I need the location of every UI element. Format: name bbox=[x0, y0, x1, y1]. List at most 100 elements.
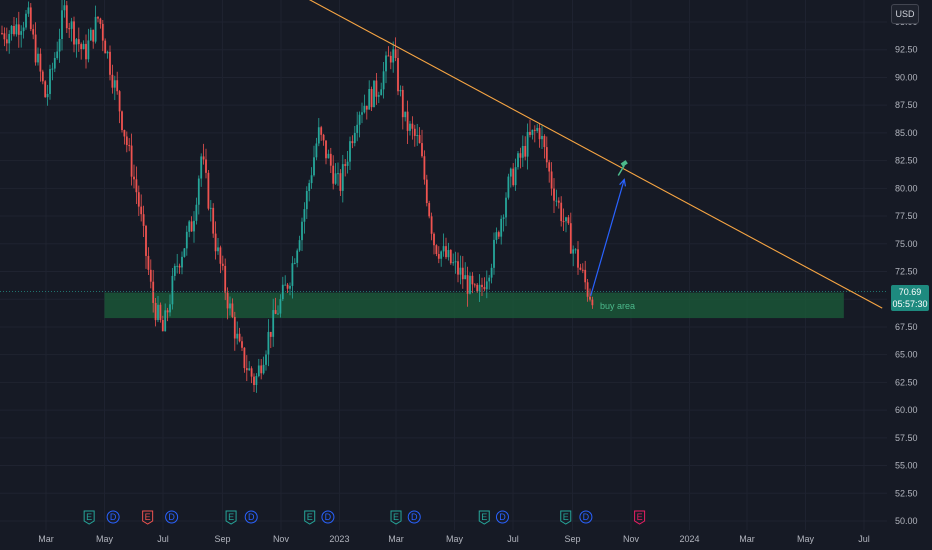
candle-body bbox=[195, 204, 198, 221]
candle-body bbox=[27, 7, 30, 14]
candle-body bbox=[440, 251, 443, 259]
candle-body bbox=[32, 29, 35, 35]
buy-zone-rectangle[interactable] bbox=[104, 292, 844, 319]
candle-body bbox=[1, 33, 3, 35]
candle-body bbox=[224, 265, 227, 293]
candle-body bbox=[200, 156, 203, 179]
y-tick-label: 62.50 bbox=[895, 377, 918, 387]
candle-body bbox=[272, 310, 275, 337]
candle-body bbox=[509, 168, 512, 177]
candle-body bbox=[303, 209, 306, 222]
projection-arrow[interactable] bbox=[590, 178, 627, 297]
candle-body bbox=[579, 267, 582, 270]
candle-body bbox=[41, 71, 44, 82]
candle-body bbox=[185, 231, 188, 249]
chart-grid bbox=[0, 0, 887, 530]
candle-body bbox=[171, 275, 174, 305]
candle-body bbox=[471, 275, 474, 285]
candle-body bbox=[238, 333, 241, 342]
candle-body bbox=[226, 292, 229, 309]
candle-body bbox=[464, 275, 467, 280]
candle-body bbox=[190, 221, 193, 232]
candle-body bbox=[101, 23, 104, 41]
candle-body bbox=[430, 216, 433, 234]
currency-button[interactable]: USD bbox=[891, 4, 919, 24]
candle-body bbox=[459, 267, 462, 275]
x-tick-label: Mar bbox=[38, 534, 54, 544]
candle-body bbox=[154, 302, 157, 321]
price-axis[interactable]: 50.00 52.50 55.00 57.50 60.00 62.50 65.00 67.50… bbox=[895, 17, 918, 526]
earnings-badge: E bbox=[83, 510, 95, 525]
x-tick-label: Nov bbox=[623, 534, 640, 544]
svg-text:D: D bbox=[325, 512, 332, 522]
candle-body bbox=[452, 262, 455, 264]
candle-body bbox=[181, 256, 183, 268]
candle-body bbox=[521, 145, 524, 158]
candle-body bbox=[277, 313, 279, 315]
candle-body bbox=[548, 162, 551, 172]
candle-body bbox=[589, 296, 591, 300]
candle-body bbox=[13, 25, 15, 35]
candle-body bbox=[34, 34, 37, 63]
candles-layer bbox=[1, 0, 594, 393]
candle-body bbox=[476, 284, 479, 292]
candle-body bbox=[15, 24, 18, 35]
candle-body bbox=[157, 304, 159, 321]
candle-body bbox=[466, 275, 469, 294]
candle-body bbox=[584, 269, 587, 283]
candle-body bbox=[20, 31, 23, 35]
candle-body bbox=[164, 310, 167, 332]
descending-trendline[interactable] bbox=[281, 0, 883, 309]
candle-body bbox=[317, 127, 320, 144]
candle-body bbox=[99, 18, 102, 24]
candle-body bbox=[442, 246, 445, 252]
buy-zone-label: buy area bbox=[600, 301, 636, 311]
candle-body bbox=[329, 153, 332, 166]
candle-body bbox=[488, 277, 491, 282]
candle-body bbox=[339, 173, 342, 191]
candle-body bbox=[56, 51, 59, 58]
candle-body bbox=[435, 245, 438, 254]
candle-body bbox=[313, 157, 315, 176]
candle-body bbox=[214, 233, 217, 252]
candle-body bbox=[94, 16, 97, 42]
candle-body bbox=[416, 135, 419, 137]
x-tick-label: 2023 bbox=[329, 534, 349, 544]
dividend-badge: D bbox=[244, 510, 258, 524]
arrow-head bbox=[619, 178, 627, 187]
candle-body bbox=[212, 207, 215, 234]
candle-body bbox=[17, 24, 20, 35]
svg-text:E: E bbox=[145, 512, 151, 522]
candle-body bbox=[572, 249, 575, 254]
candle-body bbox=[497, 232, 500, 237]
candle-body bbox=[550, 171, 553, 189]
candle-body bbox=[538, 127, 541, 140]
svg-text:D: D bbox=[499, 512, 506, 522]
candle-body bbox=[250, 368, 253, 377]
candle-body bbox=[255, 376, 258, 386]
candle-body bbox=[58, 39, 61, 52]
y-tick-label: 55.00 bbox=[895, 461, 918, 471]
candle-body bbox=[337, 173, 339, 175]
candle-body bbox=[111, 74, 114, 88]
candle-body bbox=[363, 105, 366, 113]
candle-body bbox=[202, 156, 205, 160]
y-tick-label: 75.00 bbox=[895, 239, 918, 249]
candle-body bbox=[404, 111, 407, 118]
candle-body bbox=[281, 284, 284, 300]
candle-body bbox=[65, 5, 68, 29]
y-tick-label: 92.50 bbox=[895, 45, 918, 55]
candle-body bbox=[320, 127, 323, 135]
candle-body bbox=[145, 225, 147, 256]
candle-body bbox=[481, 284, 483, 288]
candle-body bbox=[500, 218, 503, 237]
candle-body bbox=[380, 89, 383, 96]
last-price-value: 70.69 bbox=[898, 287, 922, 297]
candle-body bbox=[519, 153, 522, 158]
candle-body bbox=[229, 303, 231, 309]
svg-text:D: D bbox=[583, 512, 590, 522]
time-axis[interactable]: Mar May Jul Sep Nov 2023 Mar May Jul Sep Nov 2024 Ma… bbox=[38, 534, 870, 544]
candle-body bbox=[253, 376, 255, 386]
candle-body bbox=[49, 69, 51, 94]
